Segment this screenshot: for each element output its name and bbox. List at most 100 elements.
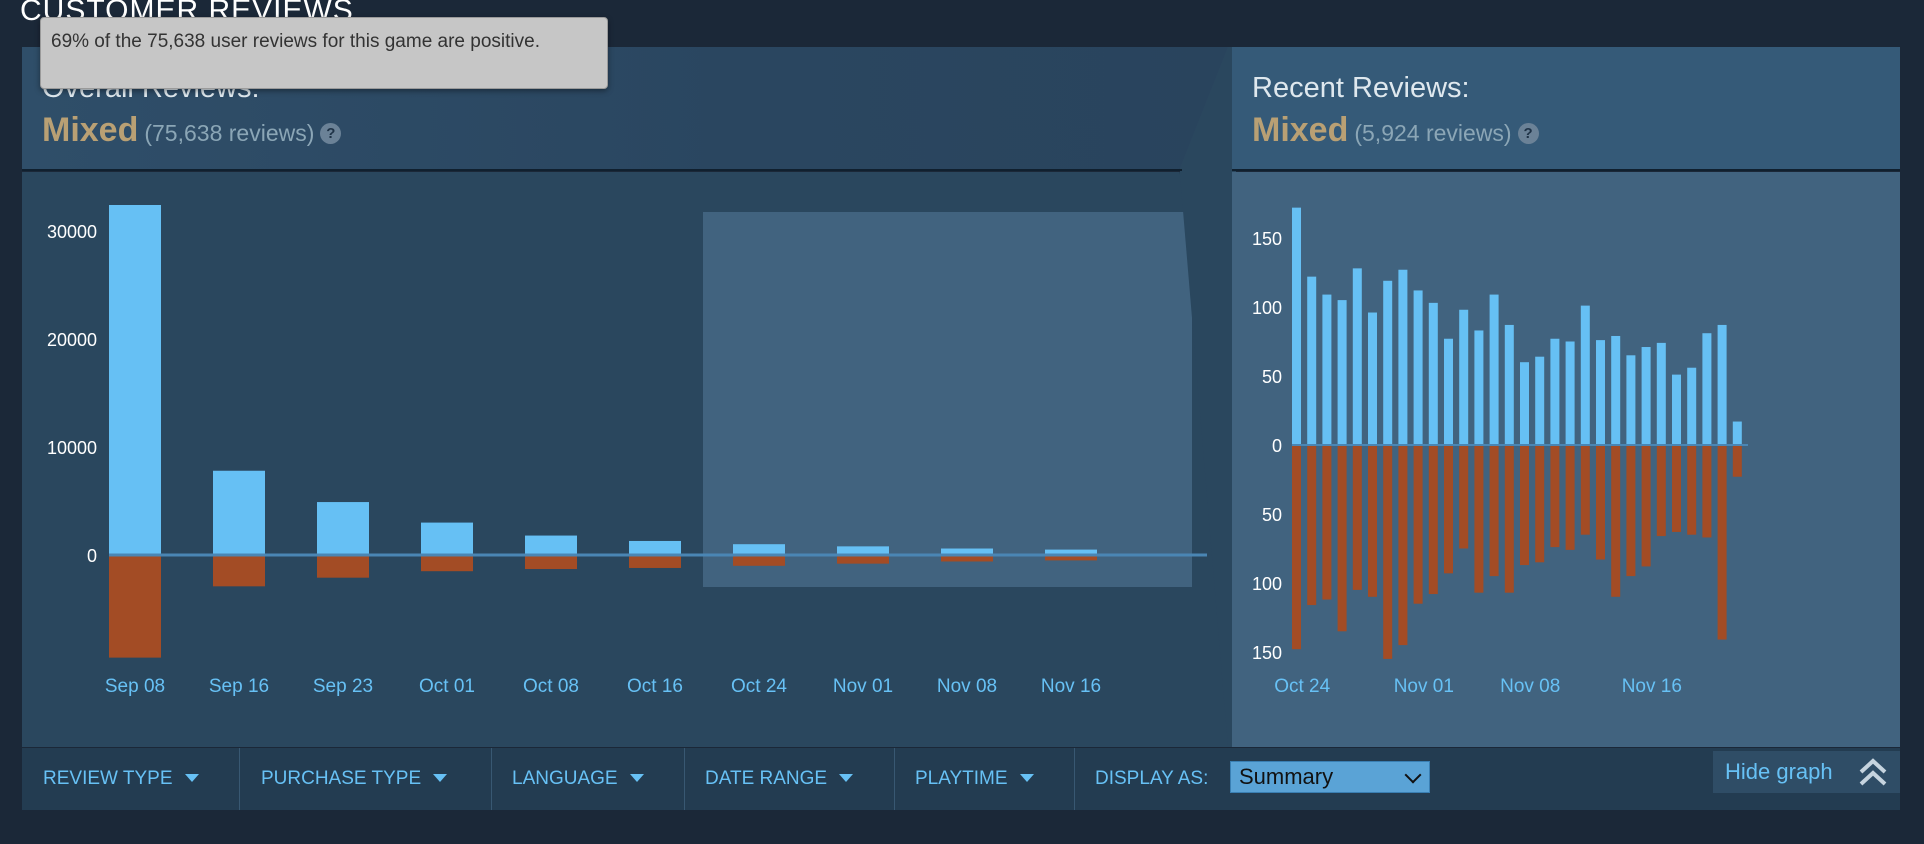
help-icon[interactable]: ? — [320, 123, 342, 144]
positive-bar — [421, 522, 473, 555]
caret-down-icon — [629, 774, 644, 782]
positive-bar — [1398, 269, 1408, 445]
positive-bar — [1550, 338, 1560, 445]
negative-bar — [1459, 445, 1469, 549]
x-tick-label: Oct 08 — [523, 676, 579, 697]
positive-bar — [1383, 280, 1393, 445]
negative-bar — [1596, 445, 1605, 560]
negative-bar — [1565, 445, 1575, 550]
negative-bar — [1307, 445, 1317, 606]
negative-bar — [1413, 445, 1423, 604]
recent-reviews-chart[interactable]: 150 100 50 0 50 100 150 Oct 24 Nov 01 Nov 08 Nov 1… — [1232, 172, 1900, 747]
x-tick-label: Nov 08 — [1500, 676, 1560, 697]
negative-bar — [1045, 555, 1097, 561]
positive-bar — [1428, 302, 1438, 445]
positive-bar — [629, 540, 681, 555]
selected-range-highlight — [703, 212, 1192, 587]
review-filter-bar: REVIEW TYPE PURCHASE TYPE LANGUAGE DATE … — [22, 748, 1900, 810]
positive-bar — [1322, 294, 1332, 445]
x-tick-label: Oct 24 — [1274, 676, 1330, 697]
positive-bar — [1565, 341, 1575, 445]
filter-language[interactable]: LANGUAGE — [512, 748, 644, 810]
negative-bar — [421, 555, 473, 572]
negative-bar — [1337, 445, 1347, 632]
negative-bar — [1474, 445, 1484, 593]
header-divider — [22, 169, 1182, 171]
overall-reviews-chart[interactable]: 30000 20000 10000 0 Sep 08 Sep 16 Sep 23 Oct 01… — [22, 172, 1228, 747]
positive-bar — [1596, 340, 1605, 445]
recent-reviews-summary: Mixed (5,924 reviews)? — [1252, 111, 1539, 150]
filter-playtime[interactable]: PLAYTIME — [915, 748, 1034, 810]
y-tick-label: 50 — [1262, 367, 1282, 387]
positive-bar — [1352, 268, 1362, 445]
negative-bar — [1717, 445, 1727, 640]
review-score-tooltip: 69% of the 75,638 user reviews for this … — [40, 17, 608, 89]
negative-bar — [1702, 445, 1712, 538]
positive-bar — [1687, 367, 1697, 445]
negative-bar — [941, 555, 993, 562]
positive-bar — [1307, 276, 1317, 445]
x-tick-label: Sep 23 — [313, 676, 373, 697]
positive-bar — [1337, 300, 1347, 445]
x-tick-label: Nov 08 — [937, 676, 997, 697]
filter-playtime-label: PLAYTIME — [915, 768, 1008, 789]
caret-down-icon — [184, 774, 199, 782]
negative-bar — [1444, 445, 1453, 574]
negative-bar — [1626, 445, 1636, 577]
negative-bar — [1368, 445, 1377, 597]
positive-bar — [1444, 338, 1453, 445]
help-icon[interactable]: ? — [1517, 123, 1539, 144]
y-tick-label: 150 — [1252, 229, 1282, 249]
filter-date-range-label: DATE RANGE — [705, 768, 828, 789]
hide-graph-button[interactable]: Hide graph — [1713, 751, 1900, 793]
positive-bar — [1717, 324, 1727, 445]
negative-bar — [1687, 445, 1697, 535]
display-as-select[interactable]: Summary — [1230, 761, 1430, 793]
recent-chart-svg: 150 100 50 0 50 100 150 Oct 24 Nov 01 Nov 08 Nov 1… — [1252, 207, 1748, 697]
x-tick-label: Oct 24 — [731, 676, 787, 697]
y-tick-label: 100 — [1252, 298, 1282, 318]
double-chevron-up-icon — [1859, 758, 1887, 786]
negative-bar — [1672, 445, 1681, 532]
y-tick-label: 30000 — [47, 222, 97, 242]
negative-bar — [1535, 445, 1545, 563]
y-tick-label: 50 — [1262, 505, 1282, 525]
negative-bar — [629, 555, 681, 568]
filter-review-type[interactable]: REVIEW TYPE — [43, 748, 199, 810]
recent-reviews-title: Recent Reviews: — [1252, 72, 1470, 104]
x-tick-label: Nov 16 — [1041, 676, 1101, 697]
filter-divider — [491, 748, 492, 810]
y-tick-label: 10000 — [47, 438, 97, 458]
positive-bar — [1474, 330, 1484, 445]
filter-purchase-type[interactable]: PURCHASE TYPE — [261, 748, 448, 810]
negative-bar — [1322, 445, 1332, 600]
positive-bar — [525, 535, 577, 555]
negative-bar — [1611, 445, 1621, 597]
negative-bar — [109, 555, 161, 658]
positive-bar — [317, 502, 369, 555]
negative-bar — [1641, 445, 1651, 567]
positive-bar — [1520, 362, 1529, 445]
positive-bar — [1459, 309, 1469, 445]
negative-bar — [1352, 445, 1362, 590]
positive-bar — [1504, 324, 1514, 445]
y-tick-label: 0 — [1272, 436, 1282, 456]
positive-bar — [1535, 356, 1545, 445]
overall-review-count: (75,638 reviews) — [144, 120, 315, 146]
negative-bar — [1292, 445, 1301, 650]
overall-summary-label: Mixed — [42, 111, 139, 149]
positive-bar — [1580, 305, 1590, 445]
filter-date-range[interactable]: DATE RANGE — [705, 748, 854, 810]
positive-bar — [1626, 355, 1636, 445]
y-tick-label: 100 — [1252, 574, 1282, 594]
positive-bar — [1672, 374, 1681, 445]
positive-bar — [1413, 290, 1423, 445]
positive-bar — [1292, 207, 1301, 445]
positive-bar — [1732, 421, 1742, 445]
positive-bar — [109, 205, 161, 555]
negative-bar — [317, 555, 369, 578]
recent-review-count: (5,924 reviews) — [1354, 120, 1512, 146]
positive-bar — [1489, 294, 1499, 445]
positive-bar — [1611, 335, 1621, 445]
x-tick-label: Oct 16 — [627, 676, 683, 697]
